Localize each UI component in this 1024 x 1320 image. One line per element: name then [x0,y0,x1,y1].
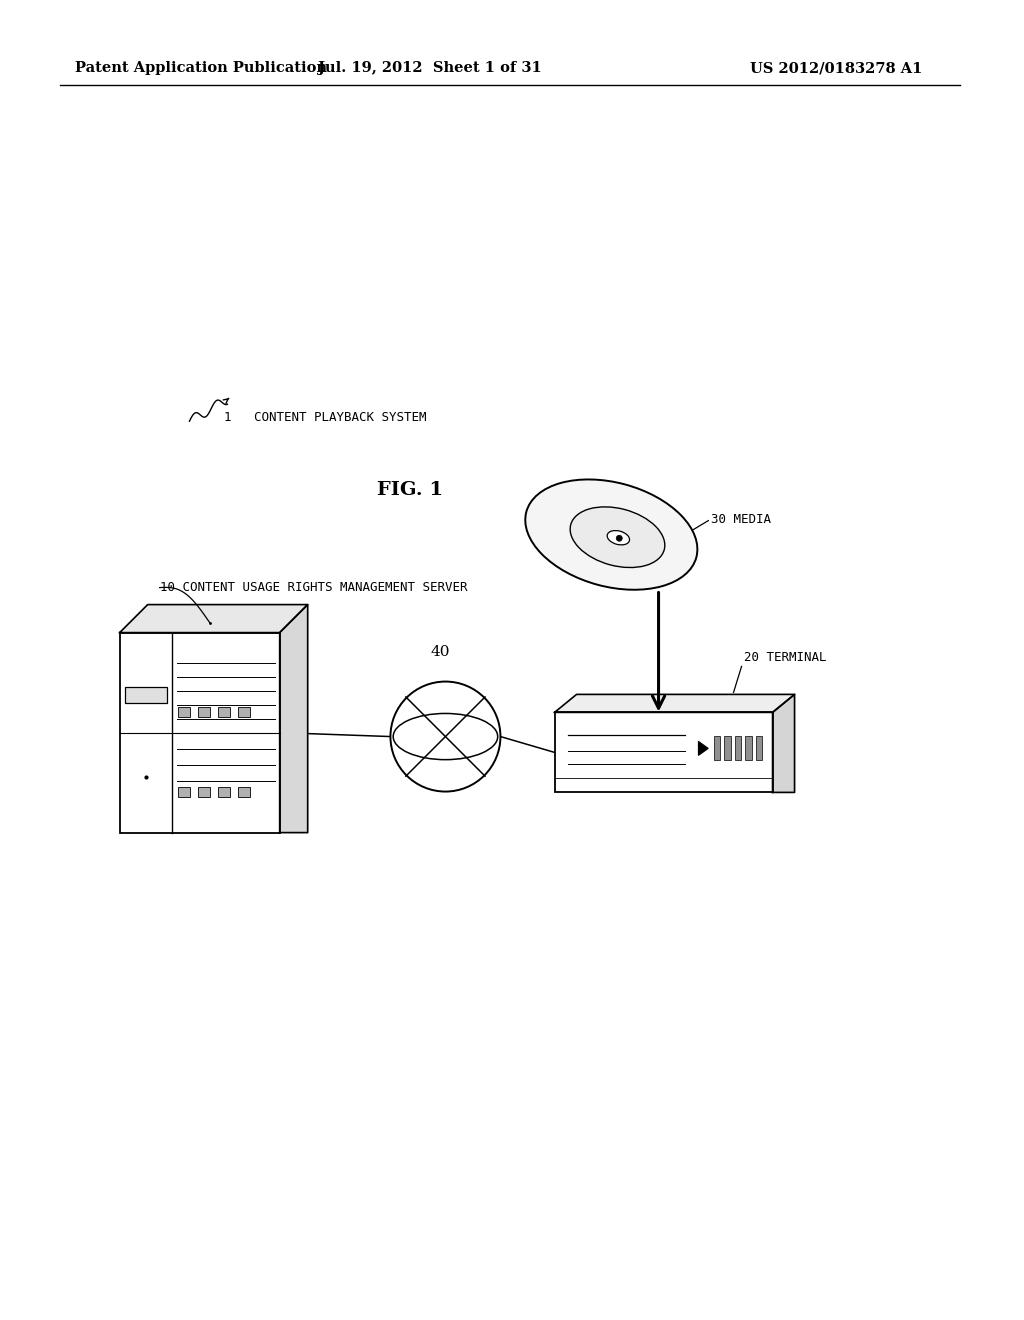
Circle shape [390,681,501,792]
Polygon shape [698,742,709,755]
Text: 1   CONTENT PLAYBACK SYSTEM: 1 CONTENT PLAYBACK SYSTEM [224,411,427,424]
Text: FIG. 1: FIG. 1 [377,480,443,499]
Bar [218,787,229,796]
Bar [198,787,210,796]
Bar [714,737,720,760]
Bar [734,737,741,760]
Polygon shape [772,694,795,792]
Ellipse shape [525,479,697,590]
Text: US 2012/0183278 A1: US 2012/0183278 A1 [750,61,923,75]
Ellipse shape [607,531,630,545]
Bar [238,787,250,796]
Bar [178,787,189,796]
Text: 40: 40 [431,644,451,659]
Bar [218,706,229,717]
Bar [555,713,772,792]
Bar [120,632,280,833]
Text: 20 TERMINAL: 20 TERMINAL [743,651,826,664]
Text: 10 CONTENT USAGE RIGHTS MANAGEMENT SERVER: 10 CONTENT USAGE RIGHTS MANAGEMENT SERVE… [160,581,467,594]
Text: 30 MEDIA: 30 MEDIA [712,513,771,527]
Bar [238,706,250,717]
Bar [125,686,167,702]
Circle shape [616,535,623,541]
Bar [198,706,210,717]
Polygon shape [280,605,307,833]
Ellipse shape [570,507,665,568]
Bar [745,737,752,760]
Bar [178,706,189,717]
Polygon shape [555,694,795,713]
Bar [756,737,762,760]
Polygon shape [120,605,307,632]
Bar [724,737,731,760]
Text: Patent Application Publication: Patent Application Publication [75,61,327,75]
Text: Jul. 19, 2012  Sheet 1 of 31: Jul. 19, 2012 Sheet 1 of 31 [318,61,542,75]
